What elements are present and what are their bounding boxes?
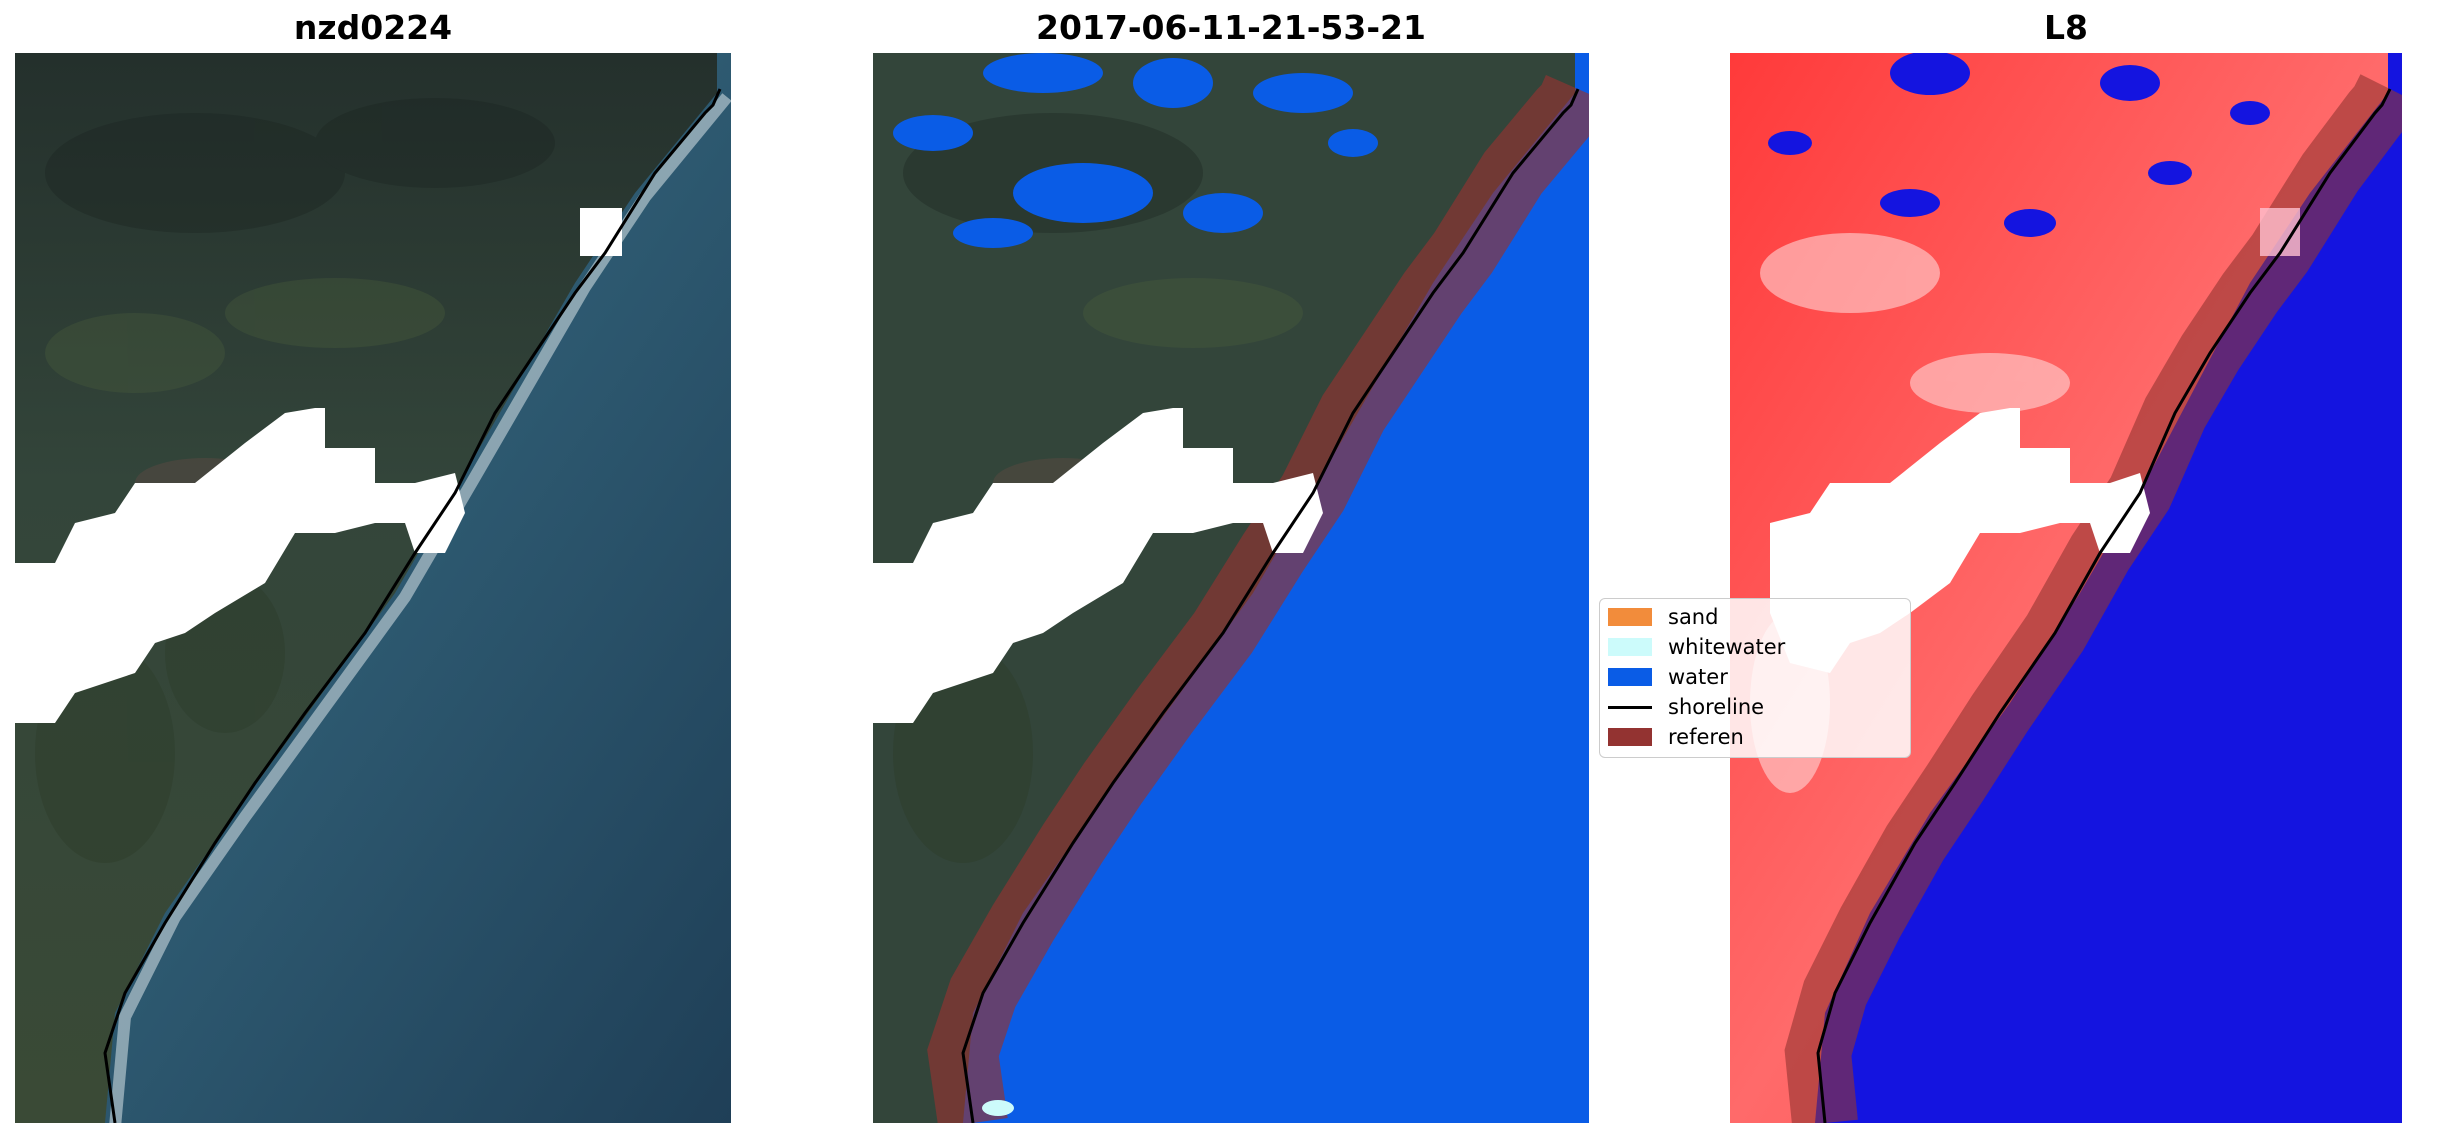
legend-label: whitewater [1668,635,1786,659]
legend-item-shoreline: shoreline [1608,693,1764,721]
land-area [15,53,717,1123]
legend-item-reference: referen [1608,723,1744,751]
whitewater-patch [982,1100,1014,1116]
rgb-image [15,53,731,1123]
panel-title-classified: 2017-06-11-21-53-21 [1036,8,1426,47]
index-image-panel [1730,53,2402,1123]
legend-label: referen [1668,725,1744,749]
cloud-mask [873,408,1323,723]
legend-item-water: water [1608,663,1728,691]
shoreline-line-swatch [1608,705,1652,709]
shoreline [103,88,722,1123]
index-image [1730,53,2402,1123]
index-texture-negative [1768,53,2270,237]
cloud-mask-small [580,208,622,256]
water-swatch [1608,668,1652,686]
shoreline [1816,88,2392,1123]
reference-swatch [1608,728,1652,746]
classified-image [873,53,1589,1123]
rgb-image-panel [15,53,731,1123]
legend-label: shoreline [1668,695,1765,719]
classified-image-panel [873,53,1589,1123]
shoreline [961,88,1580,1123]
legend-label: water [1668,665,1728,689]
sand-swatch [1608,608,1652,626]
panel-title-index: L8 [2044,8,2088,47]
legend-label: sand [1668,605,1719,629]
panel-title-rgb: nzd0224 [293,8,453,47]
cloud-mask [15,408,465,723]
whitewater-swatch [1608,638,1652,656]
legend-item-whitewater: whitewater [1608,633,1785,661]
inland-water-patches [893,53,1378,248]
legend-item-sand: sand [1608,603,1718,631]
legend: sand whitewater water shoreline referen [1599,598,1911,758]
